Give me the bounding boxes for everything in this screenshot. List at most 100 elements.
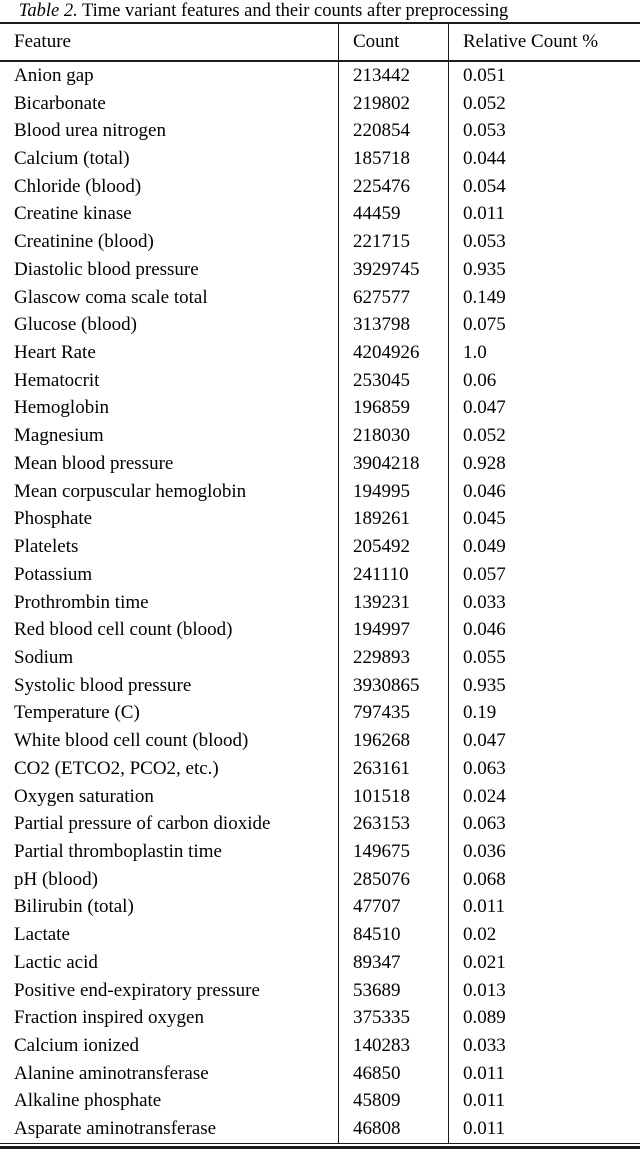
cell-feature: Partial pressure of carbon dioxide xyxy=(14,813,271,835)
cell-feature: Temperature (C) xyxy=(14,702,140,724)
table-row: Glascow coma scale total 627577 0.149 xyxy=(0,283,640,312)
table-row: Blood urea nitrogen 220854 0.053 xyxy=(0,117,640,146)
table-row: White blood cell count (blood) 196268 0.04… xyxy=(0,727,640,755)
cell-count: 263153 xyxy=(338,810,448,839)
cell-count: 194997 xyxy=(338,616,448,645)
table-row: Anion gap 213442 0.051 xyxy=(0,62,640,90)
cell-relative-count: 1.0 xyxy=(448,339,640,367)
cell-relative-count: 0.047 xyxy=(448,394,640,423)
cell-count: 46808 xyxy=(338,1115,448,1144)
cell-feature: Prothrombin time xyxy=(14,591,149,613)
cell-count: 3929745 xyxy=(338,256,448,284)
table-row: Bilirubin (total) 47707 0.011 xyxy=(0,893,640,922)
cell-feature: Alanine aminotransferase xyxy=(14,1062,209,1084)
cell-feature: pH (blood) xyxy=(14,868,98,890)
cell-feature: CO2 (ETCO2, PCO2, etc.) xyxy=(14,757,219,779)
cell-count: 218030 xyxy=(338,422,448,451)
cell-relative-count: 0.149 xyxy=(448,283,640,312)
cell-feature: Red blood cell count (blood) xyxy=(14,619,233,641)
cell-relative-count: 0.19 xyxy=(448,699,640,728)
table-caption-label: Table 2. xyxy=(18,1,78,21)
cell-feature: Mean corpuscular hemoglobin xyxy=(14,480,247,502)
cell-relative-count: 0.033 xyxy=(448,1032,640,1060)
table-row: Partial thromboplastin time 149675 0.036 xyxy=(0,838,640,866)
table-row: Temperature (C) 797435 0.19 xyxy=(0,699,640,728)
table-row: Heart Rate 4204926 1.0 xyxy=(0,339,640,367)
table-row: Hematocrit 253045 0.06 xyxy=(0,366,640,395)
column-header-feature: Feature xyxy=(14,31,71,52)
column-header-relative-count: Relative Count % xyxy=(448,24,640,60)
cell-count: 139231 xyxy=(338,588,448,617)
cell-count: 53689 xyxy=(338,976,448,1005)
cell-relative-count: 0.047 xyxy=(448,727,640,755)
table-row: Diastolic blood pressure 3929745 0.935 xyxy=(0,256,640,284)
cell-relative-count: 0.013 xyxy=(448,976,640,1005)
cell-feature: Oxygen saturation xyxy=(14,785,154,807)
cell-relative-count: 0.068 xyxy=(448,865,640,894)
table-row: Magnesium 218030 0.052 xyxy=(0,422,640,451)
cell-relative-count: 0.935 xyxy=(448,256,640,284)
table-row: Mean blood pressure 3904218 0.928 xyxy=(0,450,640,478)
cell-feature: Hematocrit xyxy=(14,369,100,391)
cell-count: 797435 xyxy=(338,699,448,728)
cell-count: 225476 xyxy=(338,172,448,201)
table-row: Calcium ionized 140283 0.033 xyxy=(0,1032,640,1060)
cell-relative-count: 0.063 xyxy=(448,754,640,783)
cell-count: 627577 xyxy=(338,283,448,312)
table-row: Sodium 229893 0.055 xyxy=(0,644,640,672)
cell-count: 46850 xyxy=(338,1059,448,1088)
cell-feature: Calcium (total) xyxy=(14,148,130,170)
table-top-rule xyxy=(0,22,640,24)
cell-relative-count: 0.06 xyxy=(448,366,640,395)
cell-count: 189261 xyxy=(338,505,448,534)
cell-relative-count: 0.011 xyxy=(448,1115,640,1144)
cell-feature: Bicarbonate xyxy=(14,92,106,114)
cell-relative-count: 0.011 xyxy=(448,1059,640,1088)
cell-count: 4204926 xyxy=(338,339,448,367)
cell-relative-count: 0.935 xyxy=(448,671,640,700)
cell-count: 205492 xyxy=(338,533,448,561)
cell-feature: Chloride (blood) xyxy=(14,175,142,197)
cell-feature: Partial thromboplastin time xyxy=(14,840,222,862)
table-row: Prothrombin time 139231 0.033 xyxy=(0,588,640,617)
table-row: Systolic blood pressure 3930865 0.935 xyxy=(0,671,640,700)
cell-count: 263161 xyxy=(338,754,448,783)
cell-feature: Positive end-expiratory pressure xyxy=(14,979,260,1001)
cell-relative-count: 0.049 xyxy=(448,533,640,561)
table-row: Creatine kinase 44459 0.011 xyxy=(0,200,640,229)
cell-feature: Magnesium xyxy=(14,425,104,447)
cell-feature: Phosphate xyxy=(14,508,93,530)
table-row: Phosphate 189261 0.045 xyxy=(0,505,640,534)
cell-count: 219802 xyxy=(338,89,448,118)
cell-relative-count: 0.02 xyxy=(448,921,640,949)
table-row: Bicarbonate 219802 0.052 xyxy=(0,89,640,118)
cell-feature: Blood urea nitrogen xyxy=(14,120,166,142)
table-row: Glucose (blood) 313798 0.075 xyxy=(0,311,640,340)
cell-relative-count: 0.021 xyxy=(448,949,640,977)
table-row: pH (blood) 285076 0.068 xyxy=(0,865,640,894)
table-row: Lactic acid 89347 0.021 xyxy=(0,949,640,977)
cell-feature: Platelets xyxy=(14,536,79,558)
cell-relative-count: 0.011 xyxy=(448,1087,640,1116)
cell-feature: Heart Rate xyxy=(14,342,96,364)
cell-count: 313798 xyxy=(338,311,448,340)
cell-count: 220854 xyxy=(338,117,448,146)
cell-count: 221715 xyxy=(338,228,448,257)
cell-relative-count: 0.045 xyxy=(448,505,640,534)
table-row: Mean corpuscular hemoglobin 194995 0.046 xyxy=(0,477,640,506)
cell-relative-count: 0.033 xyxy=(448,588,640,617)
cell-relative-count: 0.051 xyxy=(448,62,640,90)
cell-feature: Systolic blood pressure xyxy=(14,674,192,696)
cell-relative-count: 0.052 xyxy=(448,89,640,118)
table-row: Red blood cell count (blood) 194997 0.046 xyxy=(0,616,640,645)
table-bottom-thin-rule xyxy=(0,1143,640,1145)
cell-feature: Glucose (blood) xyxy=(14,314,137,336)
cell-feature: White blood cell count (blood) xyxy=(14,730,249,752)
table-row: Creatinine (blood) 221715 0.053 xyxy=(0,228,640,257)
cell-feature: Hemoglobin xyxy=(14,397,109,419)
cell-feature: Glascow coma scale total xyxy=(14,286,208,308)
cell-count: 101518 xyxy=(338,782,448,811)
cell-relative-count: 0.053 xyxy=(448,228,640,257)
cell-count: 3930865 xyxy=(338,671,448,700)
